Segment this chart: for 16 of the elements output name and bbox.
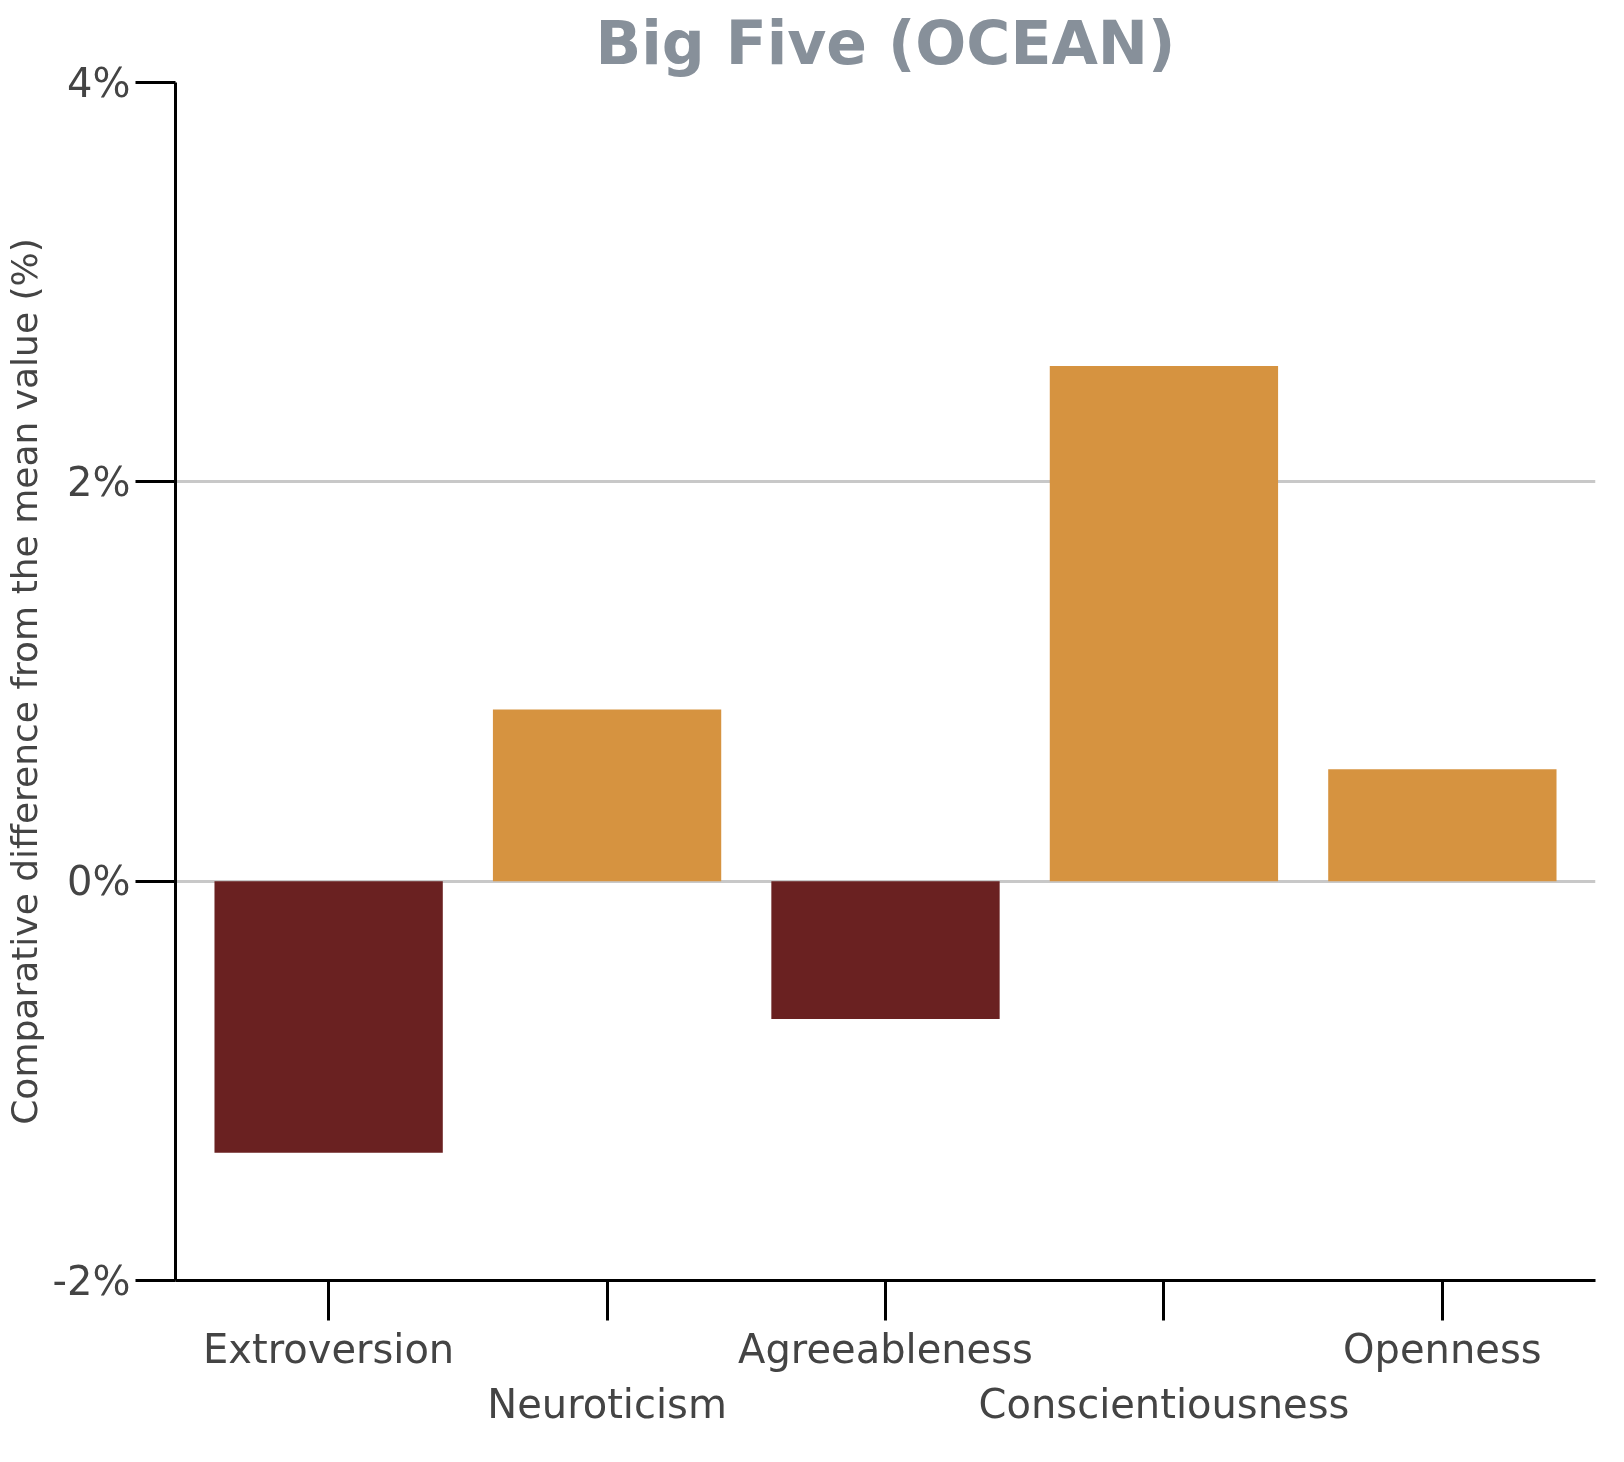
- x-tick-label: Agreeableness: [738, 1325, 1033, 1372]
- bar: [1049, 366, 1279, 882]
- y-tick-label: -2%: [52, 1257, 131, 1304]
- y-tick-label: 2%: [67, 458, 131, 505]
- x-tick-label: Neuroticism: [487, 1380, 727, 1427]
- bar: [1328, 769, 1557, 882]
- bar: [771, 881, 1000, 1019]
- x-tick-label: Conscientiousness: [978, 1380, 1350, 1427]
- y-tick-label: 4%: [67, 59, 131, 106]
- x-tick-label: Extroversion: [203, 1325, 455, 1372]
- y-axis-title: Comparative difference from the mean value (%): [3, 238, 45, 1125]
- x-tick-label: Openness: [1343, 1325, 1542, 1372]
- chart-title: Big Five (OCEAN): [595, 7, 1176, 78]
- bar: [492, 709, 722, 882]
- bar: [214, 881, 443, 1153]
- y-tick-label: 0%: [67, 858, 131, 905]
